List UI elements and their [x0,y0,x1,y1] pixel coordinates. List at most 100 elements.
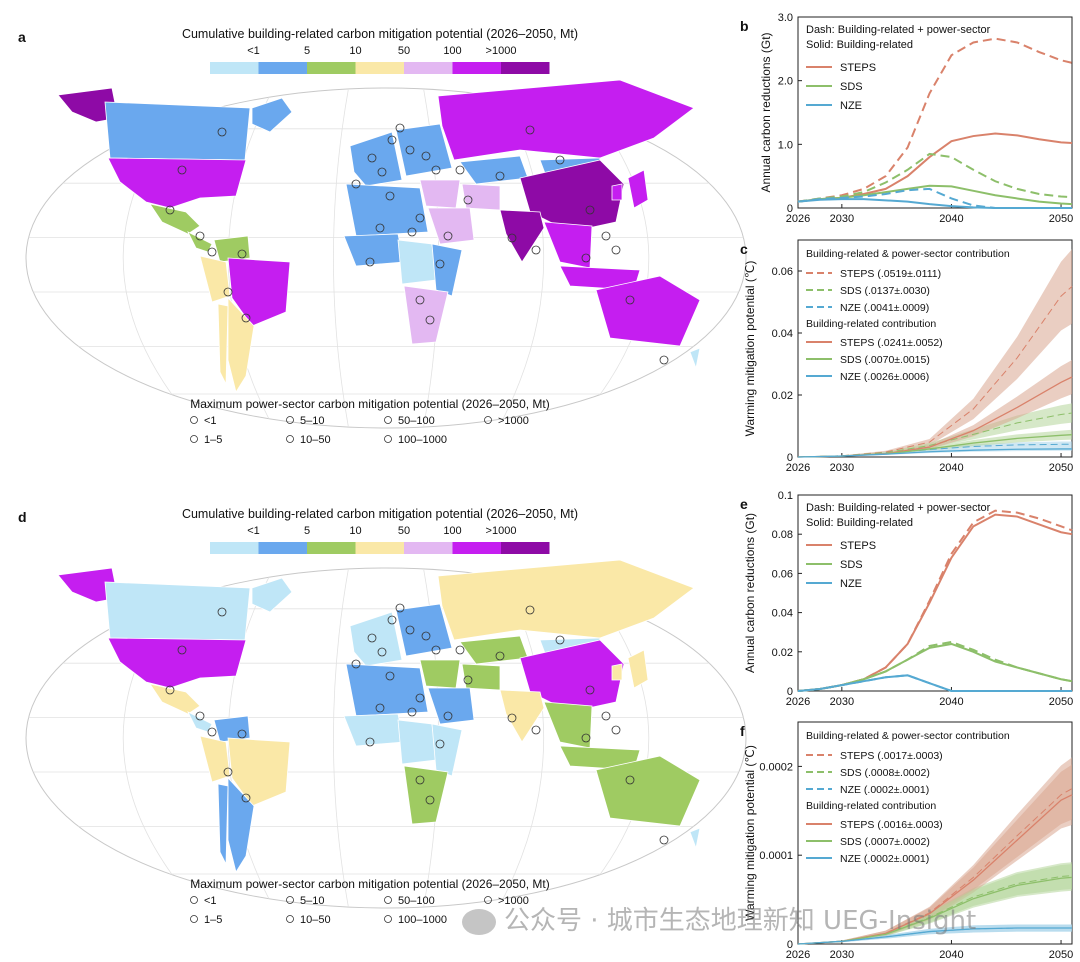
legend-bin-label: 100 [443,45,461,57]
power-circle [365,257,375,267]
power-circle [367,153,377,163]
circle-legend-marker [190,435,198,443]
y-tick-label: 0 [787,203,793,215]
plot-frame [797,16,1073,209]
country-korea [611,183,623,201]
legend-swatch [307,62,356,74]
legend-label: STEPS (.0016±.0003) [840,819,943,831]
y-axis-label: Annual carbon reductions (Gt) [759,32,773,192]
country-brazil [227,737,291,807]
legend-swatch [501,62,550,74]
power-circle [525,605,535,615]
legend-bin-label: >1000 [486,45,517,57]
x-tick-label: 2040 [939,949,963,961]
x-tick-label: 2030 [830,462,854,474]
legend-swatch [258,62,307,74]
country-middle_east [419,179,461,209]
map-a: a Cumulative building-related carbon miti… [18,27,747,446]
legend-swatch [501,542,550,554]
country-canada [104,581,251,641]
power-circle [165,685,175,695]
circle-legend-marker [484,896,492,904]
power-circle [495,171,505,181]
panel-label: f [740,723,745,739]
power-circle [455,645,465,655]
power-circle [377,167,387,177]
map-legend-title: Cumulative building-related carbon mitig… [182,507,578,521]
circle-legend-marker [286,435,294,443]
power-circle [601,711,611,721]
circle-legend-marker [190,915,198,923]
circle-legend-marker [190,416,198,424]
power-circle [237,729,247,739]
country-new_zealand [689,347,701,370]
circle-legend-title: Maximum power-sector carbon mitigation p… [190,877,550,891]
x-tick-label: 2040 [939,462,963,474]
power-circle [611,725,621,735]
legend-swatch [404,62,453,74]
power-circle [421,151,431,161]
legend-label: SDS (.0008±.0002) [840,767,930,779]
legend-label: SDS (.0137±.0030) [840,285,930,297]
power-circle [555,635,565,645]
power-circle [415,775,425,785]
legend-bin-label: >1000 [486,525,517,537]
power-circle [367,633,377,643]
y-tick-label: 3.0 [778,12,793,24]
power-circle [443,711,453,721]
power-circle [351,179,361,189]
country-iran [461,663,501,691]
y-tick-label: 1.0 [778,139,793,151]
panel-label: c [740,241,748,257]
note-solid: Solid: Building-related [806,517,913,529]
legend-bin-label: 10 [349,45,361,57]
country-mexico [149,203,201,235]
country-greenland [251,577,293,613]
legend-label: NZE [840,578,862,590]
power-circle [223,287,233,297]
power-circle [435,739,445,749]
country-greenland [251,97,293,133]
country-saudi [427,207,475,245]
plot-frame [797,239,1073,458]
line-steps-dash [797,286,1073,458]
x-tick-label: 2050 [1049,213,1073,225]
legend-label: SDS [840,81,863,93]
country-venezuela [213,715,251,743]
x-tick-label: 2030 [830,213,854,225]
country-south_america_north [199,255,231,303]
power-circle [463,195,473,205]
x-tick-label: 2026 [786,949,810,961]
chart-e: e 2026 2030 2040 2050 0 0.02 0.04 0.06 0.08 0.1 Ann… [740,490,1073,708]
legend-bin-label: <1 [247,45,260,57]
circle-legend-marker [384,915,392,923]
y-axis-label: Warming mitigation potential (℃) [743,745,757,921]
power-circle [581,253,591,263]
plot-frame [797,721,1073,945]
legend-swatch [355,62,404,74]
y-tick-label: 0.06 [772,568,793,580]
circle-legend-marker [286,416,294,424]
power-circle [415,295,425,305]
power-circle [387,615,397,625]
legend-bin-label: 10 [349,525,361,537]
panel-label: a [18,29,26,45]
x-tick-label: 2026 [786,696,810,708]
legend-label: SDS (.0070±.0015) [840,354,930,366]
country-new_zealand [689,827,701,850]
legend-bin-label: 5 [304,525,310,537]
country-north_africa [345,183,429,237]
power-circle [241,793,251,803]
line-sds-dash [797,412,1073,458]
country-north_america [107,157,247,209]
line-nze-solid [797,674,1072,692]
y-tick-label: 2.0 [778,76,793,88]
circle-legend-label: 10–50 [300,914,331,926]
power-circle [177,645,187,655]
power-circle [455,165,465,175]
chart-b: b 2026 2030 2040 2050 0 1.0 2.0 3.0 Annual carbon… [740,12,1073,225]
graticule-line [333,568,349,908]
wechat-icon [462,908,496,935]
power-circle [443,231,453,241]
country-saudi [427,687,475,725]
